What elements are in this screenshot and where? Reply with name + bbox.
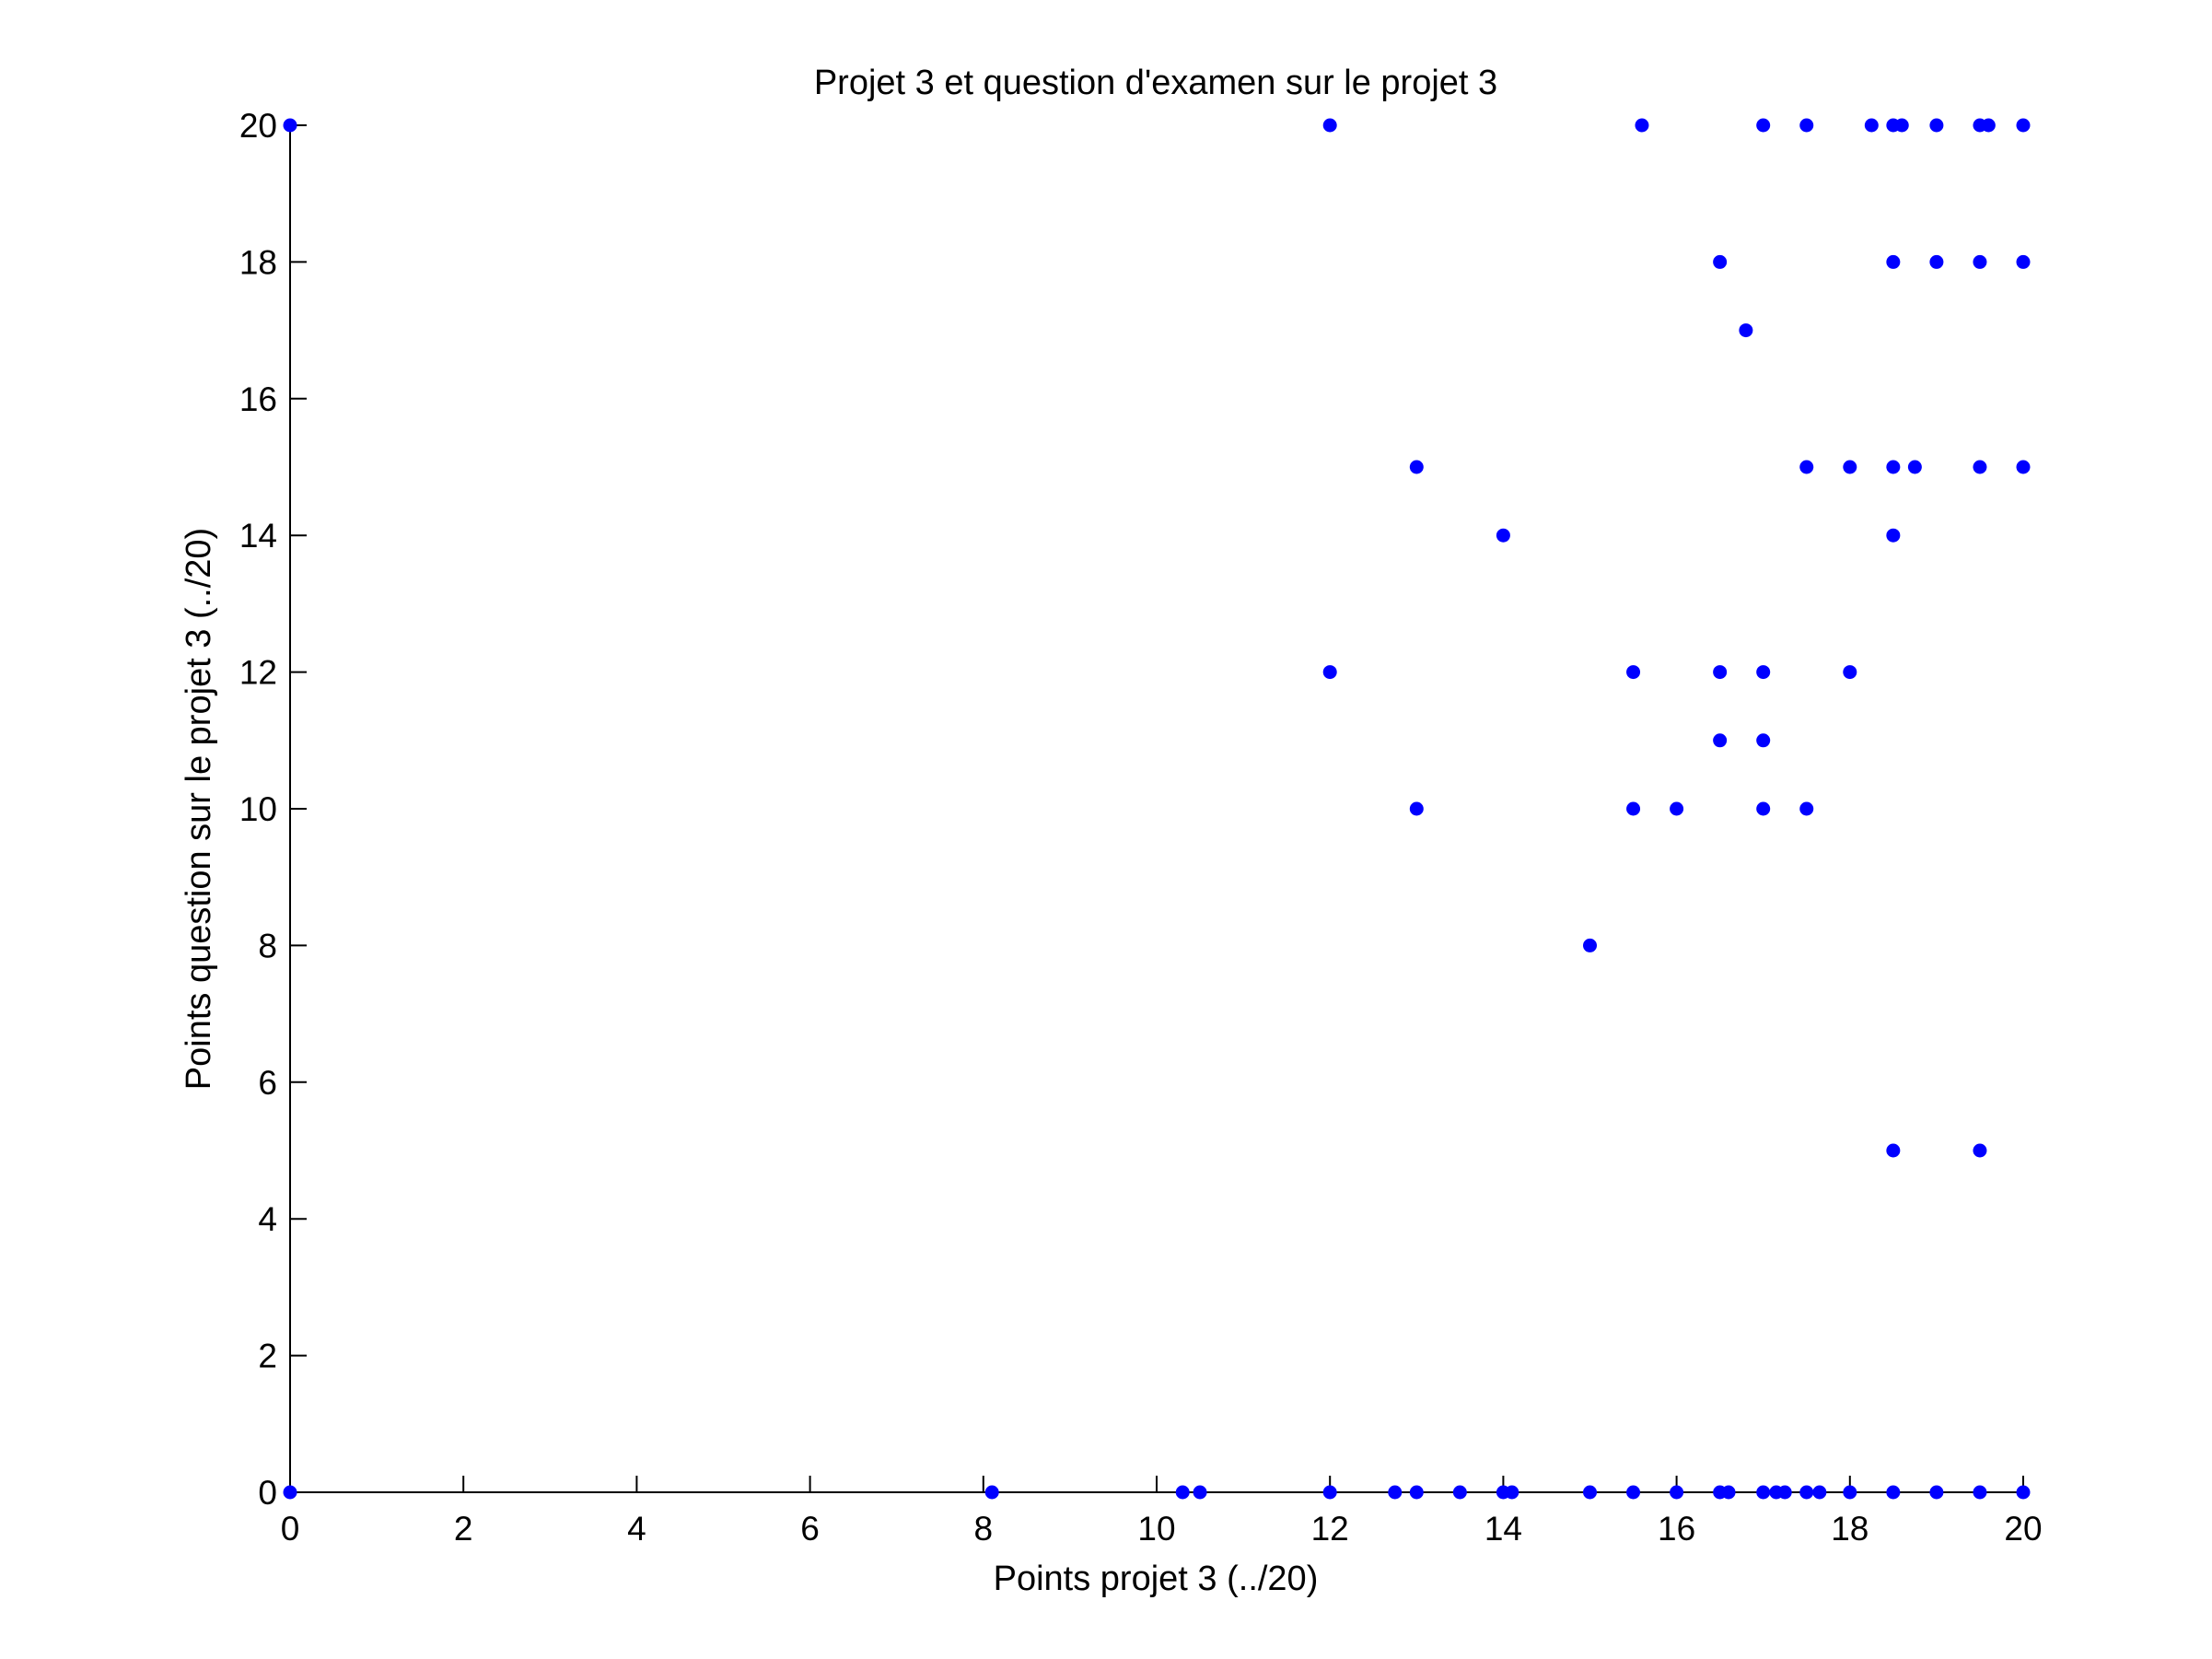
- y-tick-label: 2: [258, 1338, 277, 1375]
- data-point: [1721, 1485, 1736, 1500]
- data-point: [1713, 254, 1728, 269]
- data-point: [1452, 1485, 1467, 1500]
- x-tick-label: 10: [1137, 1510, 1175, 1548]
- data-point: [1973, 254, 1987, 269]
- x-tick-label: 6: [800, 1510, 820, 1548]
- data-point: [1929, 1485, 1944, 1500]
- x-tick-label: 16: [1658, 1510, 1695, 1548]
- y-tick-label: 6: [258, 1064, 277, 1102]
- data-point: [1886, 1143, 1901, 1158]
- data-point: [1929, 254, 1944, 269]
- data-point: [1388, 1485, 1403, 1500]
- data-point: [283, 1485, 297, 1500]
- data-point: [1886, 1485, 1901, 1500]
- data-point: [984, 1485, 999, 1500]
- data-point: [1886, 460, 1901, 474]
- data-point: [1929, 118, 1944, 133]
- y-tick-label: 20: [239, 107, 277, 145]
- y-tick-label: 12: [239, 654, 277, 692]
- data-point: [1670, 1485, 1684, 1500]
- data-point: [1756, 801, 1771, 816]
- data-point: [1799, 460, 1814, 474]
- data-point: [2016, 1485, 2031, 1500]
- x-tick-label: 0: [281, 1510, 300, 1548]
- data-point: [1409, 1485, 1424, 1500]
- y-tick-label: 4: [258, 1200, 277, 1238]
- data-point: [1864, 118, 1879, 133]
- x-axis-label: Points projet 3 (../20): [994, 1560, 1319, 1598]
- data-point: [1713, 665, 1728, 680]
- data-point: [1322, 1485, 1337, 1500]
- data-point: [1756, 733, 1771, 748]
- data-point: [1739, 323, 1753, 338]
- data-point: [1409, 801, 1424, 816]
- data-points: [283, 118, 2031, 1500]
- chart-title: Projet 3 et question d'examen sur le pro…: [814, 64, 1497, 102]
- data-point: [1886, 254, 1901, 269]
- x-tick-label: 8: [974, 1510, 994, 1548]
- y-tick-label: 8: [258, 927, 277, 964]
- data-point: [2016, 460, 2031, 474]
- data-point: [1799, 1485, 1814, 1500]
- data-point: [1973, 460, 1987, 474]
- data-point: [1843, 1485, 1857, 1500]
- y-tick-label: 10: [239, 790, 277, 828]
- data-point: [1973, 1485, 1987, 1500]
- y-ticks: 0 2 4 6 8 10 12 14 16 18 20: [239, 107, 307, 1512]
- data-point: [1799, 801, 1814, 816]
- x-tick-label: 2: [454, 1510, 473, 1548]
- y-axis-label: Points question sur le projet 3 (../20): [180, 528, 218, 1090]
- data-point: [2016, 254, 2031, 269]
- data-point: [1626, 665, 1641, 680]
- data-point: [1175, 1485, 1190, 1500]
- data-point: [1583, 938, 1597, 952]
- data-point: [1635, 118, 1649, 133]
- data-point: [1799, 118, 1814, 133]
- y-tick-label: 0: [258, 1474, 277, 1512]
- data-point: [2016, 118, 2031, 133]
- data-point: [1322, 118, 1337, 133]
- data-point: [1756, 118, 1771, 133]
- y-tick-label: 16: [239, 380, 277, 418]
- data-point: [1843, 665, 1857, 680]
- y-tick-label: 18: [239, 243, 277, 281]
- data-point: [1886, 528, 1901, 543]
- data-point: [1626, 801, 1641, 816]
- data-point: [1973, 1143, 1987, 1158]
- x-ticks: 0 2 4 6 8 10 12 14 16 18 20: [281, 1476, 2043, 1548]
- data-point: [1409, 460, 1424, 474]
- data-point: [1756, 1485, 1771, 1500]
- x-tick-label: 12: [1311, 1510, 1349, 1548]
- data-point: [283, 118, 297, 133]
- y-tick-label: 14: [239, 517, 277, 555]
- data-point: [1583, 1485, 1597, 1500]
- data-point: [1670, 801, 1684, 816]
- data-point: [1777, 1485, 1792, 1500]
- x-tick-label: 20: [2004, 1510, 2042, 1548]
- data-point: [1322, 665, 1337, 680]
- data-point: [1981, 118, 1996, 133]
- data-point: [1496, 528, 1510, 543]
- data-point: [1713, 733, 1728, 748]
- data-point: [1505, 1485, 1519, 1500]
- data-point: [1756, 665, 1771, 680]
- x-tick-label: 14: [1484, 1510, 1522, 1548]
- x-tick-label: 4: [627, 1510, 646, 1548]
- data-point: [1193, 1485, 1207, 1500]
- data-point: [1843, 460, 1857, 474]
- data-point: [1626, 1485, 1641, 1500]
- data-point: [1812, 1485, 1827, 1500]
- data-point: [1894, 118, 1909, 133]
- data-point: [1907, 460, 1922, 474]
- x-tick-label: 18: [1831, 1510, 1869, 1548]
